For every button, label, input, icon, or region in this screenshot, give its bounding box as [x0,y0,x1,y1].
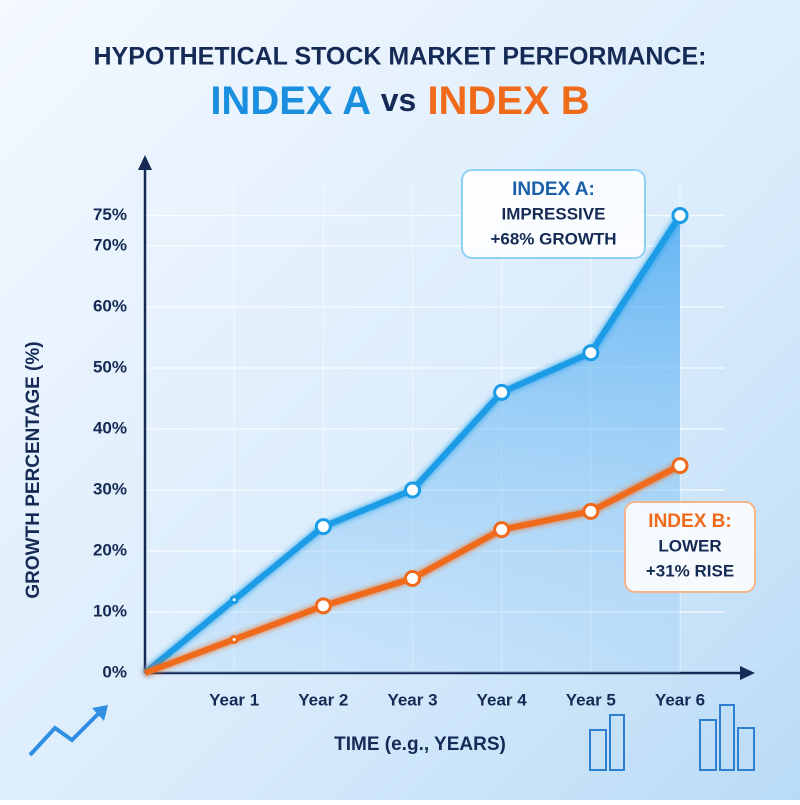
y-tick-label: 70% [93,235,127,254]
data-point [314,597,332,615]
annotation-text: +68% GROWTH [490,229,616,248]
y-tick-label: 20% [93,540,127,559]
chart-subtitle: INDEX A vs INDEX B [210,79,589,123]
x-tick-label: Year 5 [566,690,616,709]
annotation-box [624,501,756,593]
plot-area: 0% 10% 20% 30% 40% 50% 60% 70% 75% Year 1 Year 2 Ye… [93,155,756,709]
decorations [28,704,755,771]
data-point [582,344,600,362]
y-tick-label: 40% [93,418,127,437]
data-point [404,569,421,587]
y-axis-arrow [138,155,152,170]
data-point [582,502,600,520]
x-axis-arrow [740,666,755,680]
annotation-box [461,169,646,259]
annotation-text: INDEX A: [512,179,595,200]
y-tick-label: 10% [93,601,127,620]
annotation-text: INDEX B: [648,511,731,532]
annotation-text: LOWER [658,536,721,555]
data-point [671,457,689,475]
data-point [314,518,332,536]
data-point [229,634,239,644]
x-tick-label: Year 4 [477,690,528,709]
y-tick-label: 30% [93,479,127,498]
data-point [493,521,511,539]
y-tick-label: 0% [102,662,127,681]
data-point [671,207,689,224]
x-tick-label: Year 6 [655,690,705,709]
annotation-text: IMPRESSIVE [502,204,606,223]
subtitle-connector: vs [381,82,417,118]
data-point [229,595,239,605]
x-axis-label: TIME (e.g., YEARS) [334,734,506,755]
x-tick-label: Year 3 [387,690,437,709]
annotation-text: +31% RISE [646,561,734,580]
y-axis-label: GROWTH PERCENTAGE (%) [23,341,44,598]
data-point [493,383,511,401]
chart-title: HYPOTHETICAL STOCK MARKET PERFORMANCE: [94,43,707,71]
subtitle-series-a: INDEX A [210,79,370,123]
decor-arrow [28,710,102,757]
x-tick-label: Year 2 [298,690,348,709]
y-tick-label: 60% [93,296,127,315]
series-area [145,215,680,673]
y-tick-label: 75% [93,205,127,224]
decor-arrowhead [92,705,108,721]
decor-buildings [589,704,755,771]
subtitle-series-b: INDEX B [427,79,589,123]
data-point [404,481,421,499]
y-tick-label: 50% [93,357,127,376]
x-tick-label: Year 1 [209,690,259,709]
